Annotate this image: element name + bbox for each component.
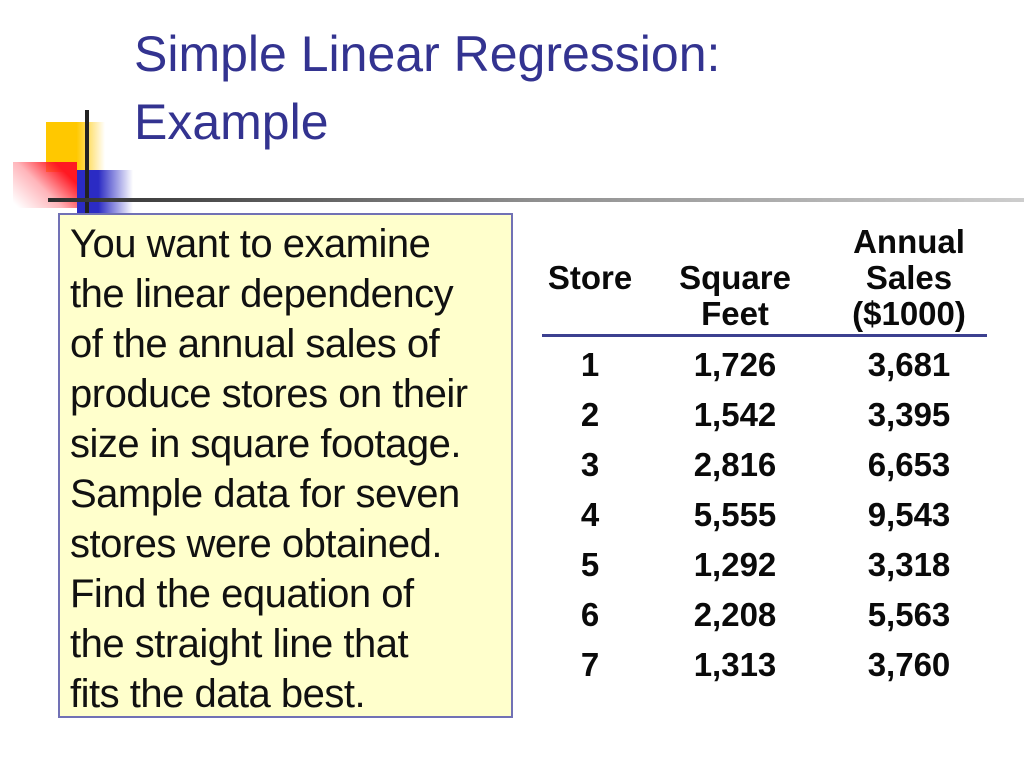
table-row: 2 1,542 3,395 <box>540 390 988 440</box>
table-header-rule <box>542 334 987 337</box>
slide-title: Simple Linear Regression: Example <box>134 20 954 156</box>
decoration-horizontal-rule <box>48 198 1024 202</box>
table-cell: 5,555 <box>693 496 777 533</box>
table-cell: 6 <box>580 596 600 633</box>
decoration-vertical-line <box>85 110 89 222</box>
table-cell: 1,313 <box>693 646 777 683</box>
table-cell: 5 <box>580 546 600 583</box>
problem-text: You want to examine the linear dependenc… <box>70 222 468 716</box>
table-row: 6 2,208 5,563 <box>540 590 988 640</box>
slide-title-line-2: Example <box>134 94 329 150</box>
table-cell: 2,816 <box>693 446 777 483</box>
table-cell: 3 <box>580 446 600 483</box>
table-cell: 1,726 <box>693 346 777 383</box>
table-row: 7 1,313 3,760 <box>540 640 988 690</box>
table-cell: 2 <box>580 396 600 433</box>
table-row: 4 5,555 9,543 <box>540 490 988 540</box>
table-row: 3 2,816 6,653 <box>540 440 988 490</box>
problem-textbox: You want to examine the linear dependenc… <box>58 213 513 718</box>
table-cell: 6,653 <box>867 446 951 483</box>
table-row: 5 1,292 3,318 <box>540 540 988 590</box>
table-cell: 4 <box>580 496 600 533</box>
table-header-row: Store Square Feet Annual Sales ($1000) <box>540 224 988 332</box>
table-cell: 2,208 <box>693 596 777 633</box>
slide-title-line-1: Simple Linear Regression: <box>134 26 721 82</box>
data-table: Store Square Feet Annual Sales ($1000) 1… <box>540 224 988 690</box>
header-cell-store: Store <box>547 259 633 296</box>
table-cell: 1,542 <box>693 396 777 433</box>
header-cell-annual-sales: Annual Sales ($1000) <box>852 223 966 332</box>
table-cell: 1,292 <box>693 546 777 583</box>
table-cell: 1 <box>580 346 600 383</box>
table-cell: 5,563 <box>867 596 951 633</box>
table-cell: 7 <box>580 646 600 683</box>
table-cell: 3,395 <box>867 396 951 433</box>
header-cell-square-feet: Square Feet <box>679 259 791 332</box>
table-cell: 3,681 <box>867 346 951 383</box>
table-cell: 3,318 <box>867 546 951 583</box>
table-body: 1 1,726 3,681 2 1,542 3,395 3 2,816 6,65… <box>540 337 988 690</box>
table-cell: 3,760 <box>867 646 951 683</box>
table-cell: 9,543 <box>867 496 951 533</box>
table-row: 1 1,726 3,681 <box>540 340 988 390</box>
